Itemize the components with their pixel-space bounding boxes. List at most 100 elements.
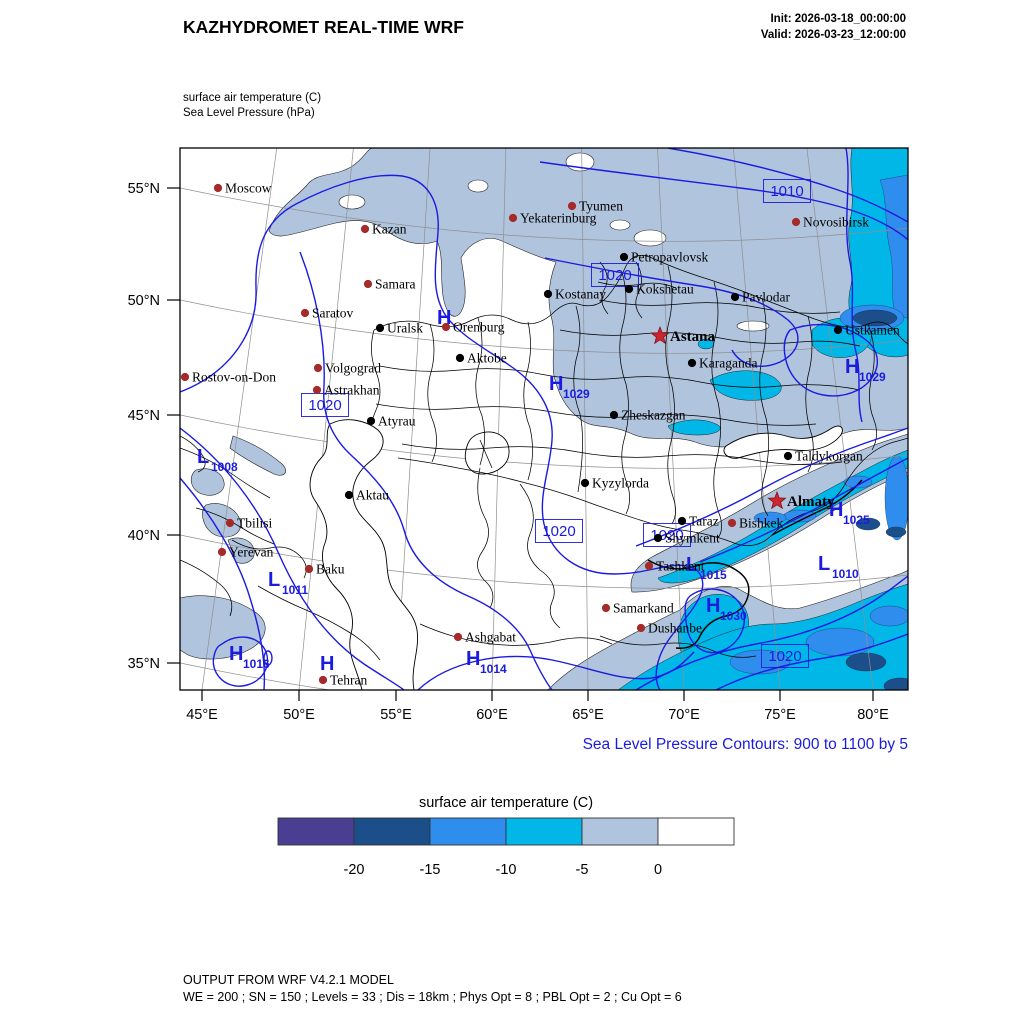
pressure-center-value: 1011: [282, 583, 308, 597]
city-label: Kyzylorda: [592, 476, 649, 491]
pressure-center-letter: L: [268, 569, 280, 591]
lon-tick-label: 50°E: [283, 707, 315, 723]
city-dot-marker: [636, 623, 646, 633]
lat-tick-label: 45°N: [128, 408, 160, 424]
oblast-line: [599, 299, 841, 314]
colorbar-title: surface air temperature (C): [419, 795, 593, 811]
lat-tick-label: 35°N: [128, 656, 160, 672]
lon-tick-label: 60°E: [476, 707, 508, 723]
city-label: Zheskazgan: [621, 408, 686, 423]
pressure-contour-lines: [180, 148, 908, 690]
temp-hole: [338, 194, 366, 210]
city-dot-marker: [543, 289, 553, 299]
city-label: Pavlodar: [742, 290, 790, 305]
city-dot-marker: [366, 416, 376, 426]
contour-1020-se: [635, 575, 908, 690]
temp-hole: [609, 219, 631, 231]
oblast-line: [597, 281, 677, 289]
city-dot-marker: [300, 308, 310, 318]
pressure-center-letter: H: [829, 499, 843, 521]
pressure-center-letter: H: [320, 653, 334, 675]
city-label: Karaganda: [699, 356, 757, 371]
city-label: Samara: [375, 277, 415, 292]
city-dot-marker: [601, 603, 611, 613]
map-frame: [179, 147, 909, 691]
oblast-line: [475, 317, 485, 466]
temp-fill-caucasus: [229, 435, 286, 476]
city-dot-marker: [180, 372, 190, 382]
colorbar-tick-label: -5: [576, 862, 589, 878]
capital-star-marker: [650, 325, 670, 345]
city-label: Baku: [316, 562, 345, 577]
city-dot-marker: [644, 561, 654, 571]
parallel-line: [180, 662, 332, 690]
city-dot-marker: [687, 358, 697, 368]
lake-balkhash: [723, 425, 843, 459]
city-label: Astana: [670, 329, 716, 345]
colorbar: -20 -15 -10 -5 0: [277, 817, 735, 878]
contour-label-box: [643, 523, 691, 547]
city-dot-marker: [453, 632, 463, 642]
colorbar-cell: [581, 817, 659, 846]
contour-label: 1010: [770, 183, 803, 200]
city-label: Astrakhan: [324, 383, 380, 398]
pressure-center-letter: L: [686, 554, 698, 576]
pressure-center-letter: H: [466, 648, 480, 670]
city-label: Saratov: [312, 306, 353, 321]
city-label: Kostanay: [555, 287, 606, 302]
temp-fill-navy-spot: [885, 526, 907, 538]
city-dot-marker: [313, 363, 323, 373]
oblast-line: [427, 323, 437, 463]
contour-label-box: [535, 519, 583, 543]
city-label: Aktobe: [467, 351, 507, 366]
aral-sea-inner: [479, 439, 493, 469]
temp-hole: [467, 179, 489, 193]
city-layer: Moscow Kazan Samara Saratov Volgograd Rostov-…: [180, 181, 900, 688]
colorbar-tick-label: 0: [654, 862, 662, 878]
axis-layer: 55°N 50°N 45°N 40°N 35°N 45°E 50°E 55°E 60°E 65°E…: [128, 181, 890, 723]
capital-star-marker: [767, 490, 787, 510]
meridian-line: [806, 148, 874, 690]
pressure-center-value: 1029: [859, 370, 886, 384]
city-label: Taldykorgan: [795, 449, 863, 464]
contour-east-meander: [845, 148, 863, 423]
pressure-center-letter: H: [229, 643, 243, 665]
temp-fill-corner-cyan: [617, 583, 908, 690]
temp-fill-navy-spot: [845, 652, 887, 672]
oblast-line: [379, 365, 861, 391]
pressure-center-letter: L: [818, 553, 830, 575]
temp-fill-astana-cyan: [697, 338, 715, 350]
meridian-line: [298, 148, 354, 690]
lon-tick-label: 70°E: [668, 707, 700, 723]
contour-small-loop: [263, 650, 273, 666]
contour-caption: Sea Level Pressure Contours: 900 to 1100…: [583, 736, 908, 753]
city-dot-marker: [783, 451, 793, 461]
city-label: Kazan: [372, 222, 407, 237]
water-bodies: [180, 419, 843, 690]
meridian-line: [733, 148, 781, 690]
aral-sea: [464, 431, 510, 475]
city-label: Novosibirsk: [803, 215, 869, 230]
contour-1020-main: [180, 174, 704, 690]
contour-sw-1: [180, 427, 405, 690]
pressure-center-value: 1010: [832, 567, 859, 581]
colorbar-cell: [353, 817, 431, 846]
city-dot-marker: [653, 533, 663, 543]
contour-label: 1020: [542, 523, 575, 540]
pressure-center-letter: H: [845, 356, 859, 378]
lat-tick-label: 55°N: [128, 181, 160, 197]
city-label: Orenburg: [453, 320, 505, 335]
contour-label-box: [591, 263, 639, 287]
colorbar-cell: [505, 817, 583, 846]
uzbekistan-border: [477, 467, 494, 609]
city-label: Tyumen: [579, 199, 623, 214]
oblast-line: [559, 329, 861, 347]
contour-1005: [667, 148, 908, 223]
parallel-line: [180, 414, 908, 469]
city-label: Yerevan: [229, 545, 274, 560]
city-dot-marker: [360, 224, 370, 234]
temp-fill-blue-spot: [869, 605, 908, 627]
city-dot-marker: [213, 183, 223, 193]
